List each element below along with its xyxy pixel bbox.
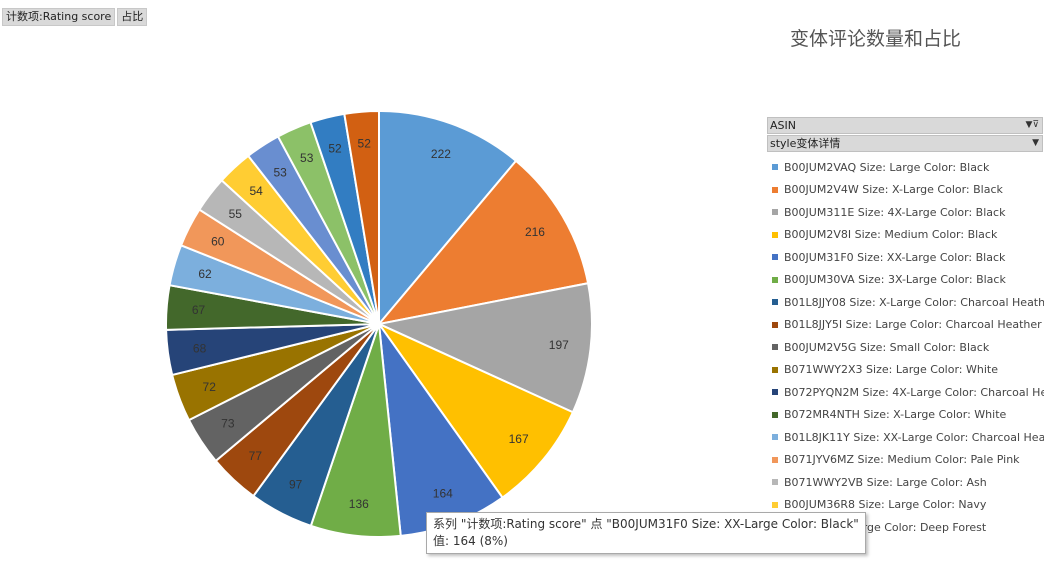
legend-item[interactable]: B072MR4NTH Size: X-Large Color: White (767, 404, 1043, 427)
slice-value-label: 53 (300, 151, 314, 165)
legend-item-label: B00JUM30VA Size: 3X-Large Color: Black (784, 273, 1006, 287)
slice-value-label: 53 (274, 165, 288, 179)
pie-chart: 222 216 197 167 164 136 97 77 73 72 68 67 62 60 55 54 53… (165, 109, 593, 538)
legend-item-label: B00JUM2V8I Size: Medium Color: Black (784, 228, 998, 242)
slice-value-label: 136 (349, 497, 369, 511)
slice-value-label: 54 (249, 184, 263, 198)
legend-item-label: B071WWY2X3 Size: Large Color: White (784, 363, 998, 377)
chevron-down-icon[interactable]: ▼ (1032, 138, 1039, 148)
legend-swatch (772, 389, 778, 396)
legend: ASIN ▼⊽ style变体详情 ▼ B00JUM2VAQ Size: Lar… (767, 117, 1044, 539)
legend-item-label: B00JUM31F0 Size: XX-Large Color: Black (784, 250, 1006, 264)
slice-value-label: 52 (358, 137, 372, 151)
legend-item-label: B01L8JJY08 Size: X-Large Color: Charcoal… (784, 295, 1044, 309)
legend-item-label: B01L8JK11Y Size: XX-Large Color: Charcoa… (784, 430, 1044, 444)
slice-value-label: 164 (433, 486, 453, 500)
legend-swatch (772, 456, 778, 463)
slice-value-label: 216 (525, 225, 545, 239)
slice-value-label: 97 (289, 478, 303, 492)
slice-value-label: 73 (221, 417, 235, 431)
legend-item[interactable]: B01L8JK11Y Size: XX-Large Color: Charcoa… (767, 426, 1044, 449)
slice-value-label: 222 (431, 147, 451, 161)
legend-header-style[interactable]: style变体详情 ▼ (767, 135, 1043, 152)
legend-item[interactable]: B072PYQN2M Size: 4X-Large Color: Charcoa… (767, 381, 1044, 404)
legend-swatch (772, 276, 778, 283)
legend-swatch (772, 479, 778, 486)
legend-item[interactable]: B00JUM2V4W Size: X-Large Color: Black (767, 179, 1043, 202)
chart-title: 变体评论数量和占比 (790, 28, 962, 50)
slice-value-label: 68 (193, 341, 207, 355)
slice-value-label: 67 (192, 303, 206, 317)
pie-slice[interactable] (343, 109, 380, 325)
slice-value-label: 60 (211, 235, 225, 249)
pie-slice[interactable] (378, 109, 518, 327)
legend-swatch (772, 164, 778, 171)
legend-swatch (772, 366, 778, 373)
legend-swatch (772, 299, 778, 306)
field-button-share[interactable]: 占比 (117, 8, 148, 26)
legend-item[interactable]: B00JUM311E Size: 4X-Large Color: Black (767, 201, 1043, 224)
legend-item[interactable]: B00JUM2VAQ Size: Large Color: Black (767, 156, 1043, 179)
slice-value-label: 167 (509, 432, 529, 446)
legend-item-label: B00JUM2V4W Size: X-Large Color: Black (784, 183, 1003, 197)
legend-header-asin[interactable]: ASIN ▼⊽ (767, 117, 1043, 134)
legend-swatch (772, 209, 778, 216)
legend-item-label: B071WWY2VB Size: Large Color: Ash (784, 475, 987, 489)
legend-item[interactable]: B00JUM2V8I Size: Medium Color: Black (767, 224, 1043, 247)
slice-value-label: 52 (328, 141, 342, 155)
legend-item[interactable]: B071WWY2VB Size: Large Color: Ash (767, 471, 1043, 494)
legend-item[interactable]: B071WWY2X3 Size: Large Color: White (767, 359, 1043, 382)
data-point-tooltip: 系列 "计数项:Rating score" 点 "B00JUM31F0 Size… (426, 512, 866, 554)
legend-swatch (772, 231, 778, 238)
legend-item[interactable]: B01L8JJY5I Size: Large Color: Charcoal H… (767, 314, 1043, 337)
legend-item[interactable]: B00JUM31F0 Size: XX-Large Color: Black (767, 246, 1043, 269)
legend-swatch (772, 254, 778, 261)
pie-slice[interactable] (375, 282, 593, 414)
legend-item[interactable]: B00JUM2V5G Size: Small Color: Black (767, 336, 1043, 359)
legend-item[interactable]: B071JYV6MZ Size: Medium Color: Pale Pink (767, 449, 1043, 472)
legend-swatch (772, 344, 778, 351)
legend-item-label: B00JUM311E Size: 4X-Large Color: Black (784, 205, 1006, 219)
asin-field-label: ASIN (770, 119, 796, 132)
pie-slice[interactable] (376, 159, 590, 326)
tooltip-value-line: 值: 164 (8%) (433, 534, 508, 548)
slice-value-label: 197 (549, 338, 569, 352)
legend-item-label: B00JUM2V5G Size: Small Color: Black (784, 340, 990, 354)
legend-swatch (772, 186, 778, 193)
legend-item[interactable]: B00JUM30VA Size: 3X-Large Color: Black (767, 269, 1043, 292)
style-field-label: style变体详情 (770, 137, 841, 150)
slice-value-label: 62 (198, 267, 212, 281)
legend-item-label: B00JUM2VAQ Size: Large Color: Black (784, 160, 990, 174)
legend-items: B00JUM2VAQ Size: Large Color: Black B00JU… (767, 156, 1044, 539)
tooltip-series-line: 系列 "计数项:Rating score" 点 "B00JUM31F0 Size… (433, 517, 859, 531)
legend-item-label: B072MR4NTH Size: X-Large Color: White (784, 408, 1007, 422)
field-button-rating-count[interactable]: 计数项:Rating score (2, 8, 116, 26)
legend-swatch (772, 434, 778, 441)
legend-swatch (772, 411, 778, 418)
slice-value-label: 77 (249, 449, 263, 463)
legend-item-label: B01L8JJY5I Size: Large Color: Charcoal H… (784, 318, 1042, 332)
legend-swatch (772, 501, 778, 508)
filter-dropdown-icon[interactable]: ▼⊽ (1025, 120, 1039, 130)
pivot-field-buttons: 计数项:Rating score 占比 (2, 8, 148, 26)
pie-slice[interactable] (376, 321, 575, 499)
legend-swatch (772, 321, 778, 328)
slice-value-label: 55 (229, 207, 243, 221)
legend-item-label: B071JYV6MZ Size: Medium Color: Pale Pink (784, 453, 1020, 467)
legend-item[interactable]: B00JUM36R8 Size: Large Color: Navy (767, 494, 1043, 517)
slice-value-label: 72 (203, 380, 217, 394)
legend-item-label: B072PYQN2M Size: 4X-Large Color: Charcoa… (784, 385, 1044, 399)
legend-item[interactable]: B01L8JJY08 Size: X-Large Color: Charcoal… (767, 291, 1044, 314)
legend-item-label: B00JUM36R8 Size: Large Color: Navy (784, 498, 987, 512)
